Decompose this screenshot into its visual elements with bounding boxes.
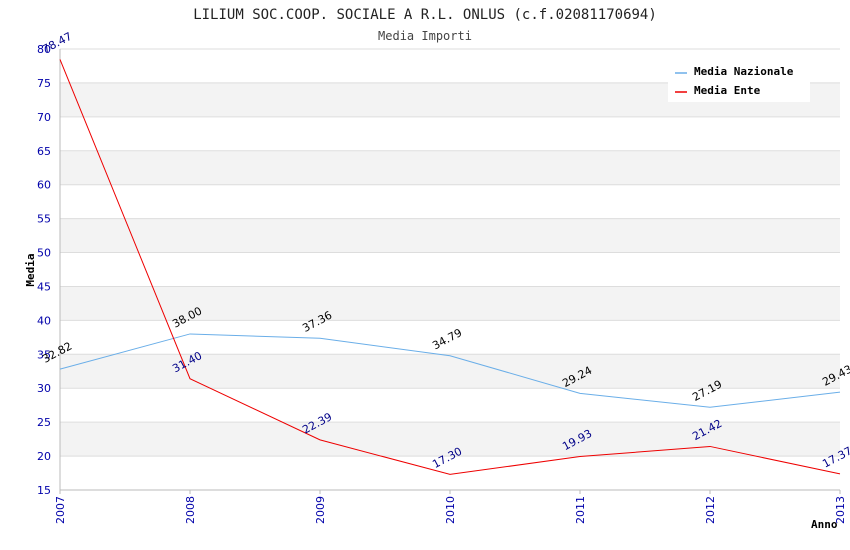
- data-label-media-ente: 78.47: [40, 30, 74, 56]
- grid-band: [60, 354, 840, 389]
- y-tick-label: 35: [37, 348, 51, 361]
- grid-band: [60, 218, 840, 253]
- x-tick-label: 2012: [704, 496, 717, 524]
- legend-box: [668, 58, 810, 102]
- chart-subtitle: Media Importi: [378, 29, 472, 43]
- y-tick-label: 15: [37, 484, 51, 497]
- x-tick-label: 2009: [314, 496, 327, 524]
- x-axis-label: Anno: [811, 518, 838, 531]
- y-tick-label: 80: [37, 43, 51, 56]
- x-axis-ticks: 2007 2008 2009 2010 2011 2012 2013: [54, 490, 847, 524]
- y-tick-label: 65: [37, 145, 51, 158]
- y-tick-label: 75: [37, 77, 51, 90]
- legend-label-media-nazionale: Media Nazionale: [694, 65, 794, 78]
- series-line-media-ente: [59, 59, 841, 475]
- y-tick-label: 30: [37, 382, 51, 395]
- legend: Media Nazionale Media Ente: [668, 58, 810, 102]
- y-tick-label: 60: [37, 179, 51, 192]
- grid-bands: [60, 82, 840, 457]
- series-line-media-nazionale: [59, 333, 841, 408]
- grid-band: [60, 150, 840, 185]
- x-tick-label: 2013: [834, 496, 847, 524]
- y-tick-label: 40: [37, 314, 51, 327]
- x-tick-label: 2008: [184, 496, 197, 524]
- x-tick-label: 2010: [444, 496, 457, 524]
- y-axis-label: Media: [24, 253, 37, 286]
- x-tick-label: 2007: [54, 496, 67, 524]
- y-tick-label: 70: [37, 111, 51, 124]
- y-axis-ticks: 15 20 25 30 35 40 45 50 55 60 65 70 75 80: [37, 43, 51, 497]
- series-lines: [59, 59, 841, 475]
- y-tick-label: 55: [37, 213, 51, 226]
- grid-band: [60, 286, 840, 321]
- legend-label-media-ente: Media Ente: [694, 84, 761, 97]
- y-tick-label: 25: [37, 416, 51, 429]
- chart-title: LILIUM SOC.COOP. SOCIALE A R.L. ONLUS (c…: [193, 7, 657, 23]
- data-label-media-nazionale: 34.79: [430, 326, 464, 352]
- x-tick-label: 2011: [574, 496, 587, 524]
- y-tick-label: 50: [37, 247, 51, 260]
- y-tick-label: 45: [37, 280, 51, 293]
- grid-band: [60, 422, 840, 457]
- y-tick-label: 20: [37, 450, 51, 463]
